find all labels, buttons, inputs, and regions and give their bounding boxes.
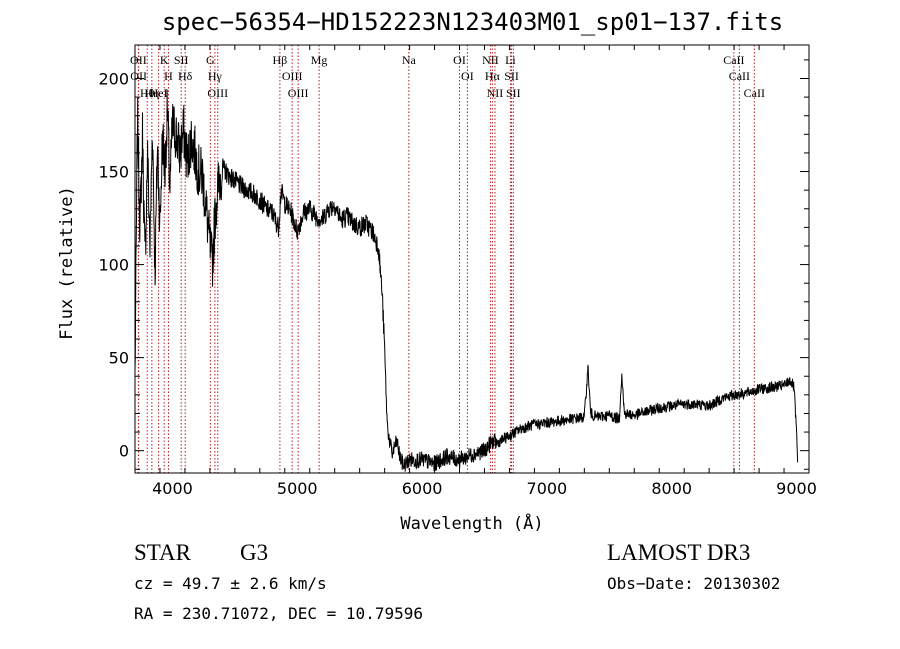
chart-title: spec−56354−HD152223N123403M01_sp01−137.f… [161,8,784,36]
line-label: Mg [311,53,328,67]
line-label: Hγ [208,69,223,83]
line-label: NII [487,86,504,100]
line-label: Na [402,53,417,67]
line-label: OIII [282,69,303,83]
y-tick-label: 200 [98,69,129,88]
line-label: Hθ [140,86,155,100]
y-tick-label: 100 [98,256,129,275]
y-tick-label: 0 [119,442,129,461]
emission-line-markers [137,45,755,473]
plot-axes: 4000 5000 6000 7000 8000 9000 0 50 100 150 200 [98,44,817,498]
line-label: OII [130,69,147,83]
line-label: OIII [288,86,309,100]
line-label: Hβ [273,53,288,67]
line-label: SII [504,69,519,83]
line-label: H [164,69,173,83]
x-tick-label: 7000 [527,479,568,498]
line-label: CaII [723,53,744,67]
line-label: CaII [744,86,765,100]
x-axis-label: Wavelength (Å) [400,512,543,534]
survey-name: LAMOST DR3 [607,540,751,565]
line-label: Hη [144,86,159,100]
line-label: Hα [485,69,501,83]
x-tick-label: 5000 [277,479,318,498]
x-tick-label: 6000 [402,479,443,498]
line-label: NII [482,53,499,67]
line-label: OI [461,69,474,83]
line-label: SII [506,86,521,100]
line-label: OI [453,53,466,67]
y-axis-label: Flux (relative) [57,186,77,340]
line-label: OII [130,53,147,67]
y-tick-label: 50 [109,349,129,368]
line-label: Hδ [178,69,193,83]
redshift-value: cz = 49.7 ± 2.6 km/s [134,574,327,593]
coordinates: RA = 230.71072, DEC = 10.79596 [134,604,423,623]
spectrum-series [134,89,799,472]
spectrum-line [134,89,799,472]
x-tick-label: 8000 [651,479,692,498]
line-label: OIII [207,86,228,100]
observation-date: Obs−Date: 20130302 [607,574,781,593]
object-class: STAR [134,540,191,565]
x-tick-label: 4000 [152,479,193,498]
y-tick-label: 150 [98,163,129,182]
line-label: G [206,53,215,67]
line-label: CaII [729,69,750,83]
line-label: SII [174,53,189,67]
plot-frame [134,44,810,474]
object-subclass: G3 [240,540,269,565]
line-label: Li [505,53,516,67]
x-tick-label: 9000 [776,479,817,498]
line-label: K [160,53,169,67]
line-label: HeI [150,86,168,100]
